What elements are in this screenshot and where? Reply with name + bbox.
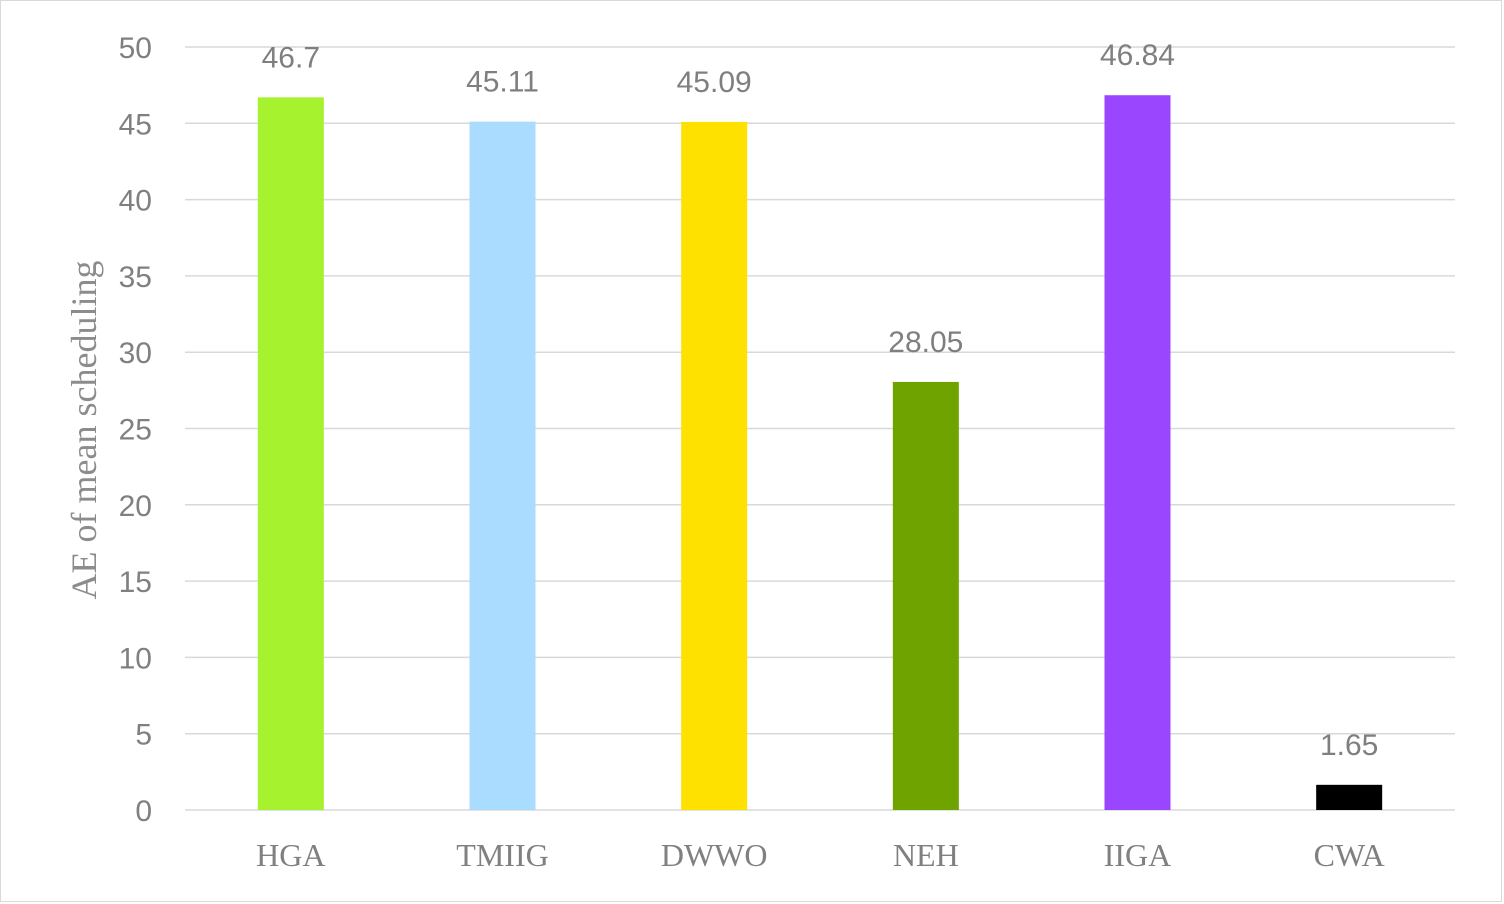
y-tick-label: 15 <box>119 566 152 599</box>
data-label: 28.05 <box>888 326 963 359</box>
category-label: DWWO <box>661 837 768 873</box>
bar-cwa <box>1316 784 1383 810</box>
category-label: HGA <box>256 837 325 873</box>
gridlines <box>185 46 1455 811</box>
data-label: 45.09 <box>677 66 752 99</box>
data-label: 46.7 <box>262 41 320 74</box>
y-tick-label: 20 <box>119 490 152 523</box>
bars <box>257 95 1383 811</box>
y-tick-label: 25 <box>119 414 152 447</box>
y-tick-label: 10 <box>119 642 152 675</box>
x-axis-categories: HGA TMIIG DWWO NEH IIGA CWA <box>256 837 1385 873</box>
y-tick-label: 50 <box>119 32 152 65</box>
bar-iiga <box>1104 95 1171 810</box>
bar-dwwo <box>681 121 748 811</box>
category-label: IIGA <box>1104 837 1172 873</box>
y-tick-label: 40 <box>119 185 152 218</box>
y-tick-label: 35 <box>119 261 152 294</box>
y-axis-ticks: 0 5 10 15 20 25 30 35 40 45 50 <box>119 32 152 828</box>
y-tick-label: 30 <box>119 337 152 370</box>
category-label: NEH <box>893 837 959 873</box>
data-label: 1.65 <box>1320 729 1378 762</box>
bar-neh <box>892 381 959 810</box>
y-axis-title: AE of mean scheduling <box>64 261 104 600</box>
y-tick-label: 45 <box>119 108 152 141</box>
y-tick-label: 0 <box>135 795 152 828</box>
bar-tmiig <box>469 121 536 810</box>
category-label: TMIIG <box>456 837 548 873</box>
data-label: 45.11 <box>466 66 539 99</box>
y-tick-label: 5 <box>135 719 152 752</box>
data-labels: 46.7 45.11 45.09 28.05 46.84 1.65 <box>262 39 1379 762</box>
category-label: CWA <box>1314 837 1385 873</box>
data-label: 46.84 <box>1100 39 1175 72</box>
bar-hga <box>257 97 324 810</box>
